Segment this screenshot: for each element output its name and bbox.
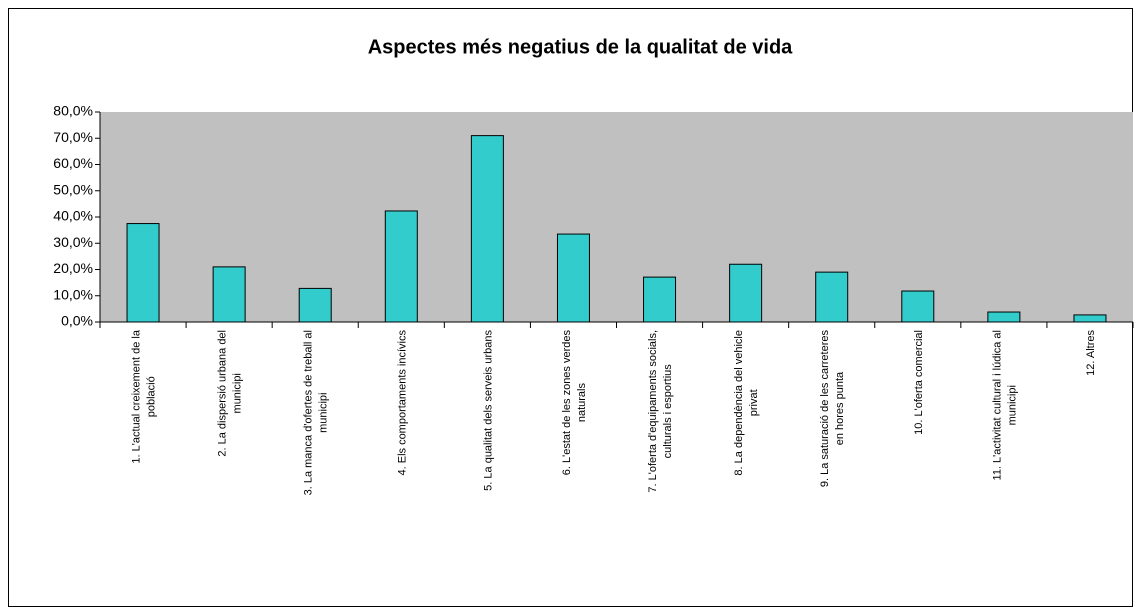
bar xyxy=(556,233,590,323)
x-tick-label-line: culturals i esportius xyxy=(662,364,674,459)
x-tick-label-line: 7. L'oferta d'equipaments socials, xyxy=(647,330,659,493)
x-tick-label-line: 6. L'estat de les zones verdes xyxy=(561,330,573,476)
bar xyxy=(987,311,1021,323)
x-tick-label-line: 5. La qualitat dels serveis urbans xyxy=(482,330,494,491)
x-tick-label: 11. L'activitat cultural i lúdica al muni… xyxy=(991,330,1018,480)
x-tick-label-line: 12. Altres xyxy=(1085,330,1097,376)
bar xyxy=(212,266,246,323)
x-tick-label-line: 8. La dependència del vehicle xyxy=(733,330,745,476)
bar xyxy=(901,290,935,323)
x-tick-label-line: 10. L'oferta comercial xyxy=(913,330,925,435)
x-tick-label-line: naturals xyxy=(576,383,588,423)
bar xyxy=(1073,314,1107,323)
x-tick-label: 2. La dispersió urbana del municipi xyxy=(217,330,244,457)
x-tick-label: 3. La manca d'ofertes de treball al munic… xyxy=(303,330,330,495)
x-tick-label: 5. La qualitat dels serveis urbans xyxy=(482,330,494,491)
y-tick-label: 20,0% xyxy=(53,260,93,276)
y-tick-label: 10,0% xyxy=(53,286,93,302)
x-tick-label-line: 9. La saturació de les carreteres xyxy=(819,330,831,488)
x-tick-label: 4. Els comportaments incívics xyxy=(396,330,408,476)
x-tick-label-line: 3. La manca d'ofertes de treball al xyxy=(303,330,315,495)
x-tick-label: 6. L'estat de les zones verdes naturals xyxy=(561,330,588,476)
x-tick-label: 9. La saturació de les carreteres en hore… xyxy=(819,330,846,488)
bar xyxy=(643,276,677,323)
bar xyxy=(384,210,418,323)
x-tick-label: 1. L'actual creixement de la població xyxy=(131,329,158,463)
x-tick-label-line: 2. La dispersió urbana del xyxy=(217,330,229,457)
x-tick-label: 10. L'oferta comercial xyxy=(913,330,925,435)
x-tick-label: 7. L'oferta d'equipaments socials, cultur… xyxy=(647,330,674,493)
y-tick-label: 40,0% xyxy=(53,208,93,224)
y-tick-label: 60,0% xyxy=(53,155,93,171)
bar xyxy=(815,271,849,323)
x-tick-label: 8. La dependència del vehicle privat xyxy=(733,330,760,476)
plot-area xyxy=(100,112,1133,322)
x-tick-label-line: 1. L'actual creixement de la xyxy=(131,329,143,463)
y-tick-label: 0,0% xyxy=(61,313,93,329)
bar xyxy=(470,135,504,323)
x-tick-label-line: població xyxy=(146,376,158,417)
y-tick-label: 80,0% xyxy=(53,103,93,119)
bar xyxy=(729,263,763,323)
chart-title: Aspectes més negatius de la qualitat de … xyxy=(368,36,793,58)
x-tick-label-line: privat xyxy=(748,389,760,416)
bar xyxy=(126,223,160,323)
y-tick-label: 50,0% xyxy=(53,181,93,197)
x-tick-label-line: municipi xyxy=(1006,385,1018,425)
x-tick-label-line: 4. Els comportaments incívics xyxy=(396,330,408,476)
y-tick-label: 70,0% xyxy=(53,129,93,145)
bar xyxy=(298,287,332,323)
x-tick-label-line: en hores punta xyxy=(834,371,846,445)
y-tick-label: 30,0% xyxy=(53,234,93,250)
x-tick-label-line: municipi xyxy=(318,393,330,433)
x-tick-label: 12. Altres xyxy=(1085,330,1097,376)
x-tick-label-line: 11. L'activitat cultural i lúdica al xyxy=(991,330,1003,480)
x-tick-label-line: municipi xyxy=(232,373,244,413)
